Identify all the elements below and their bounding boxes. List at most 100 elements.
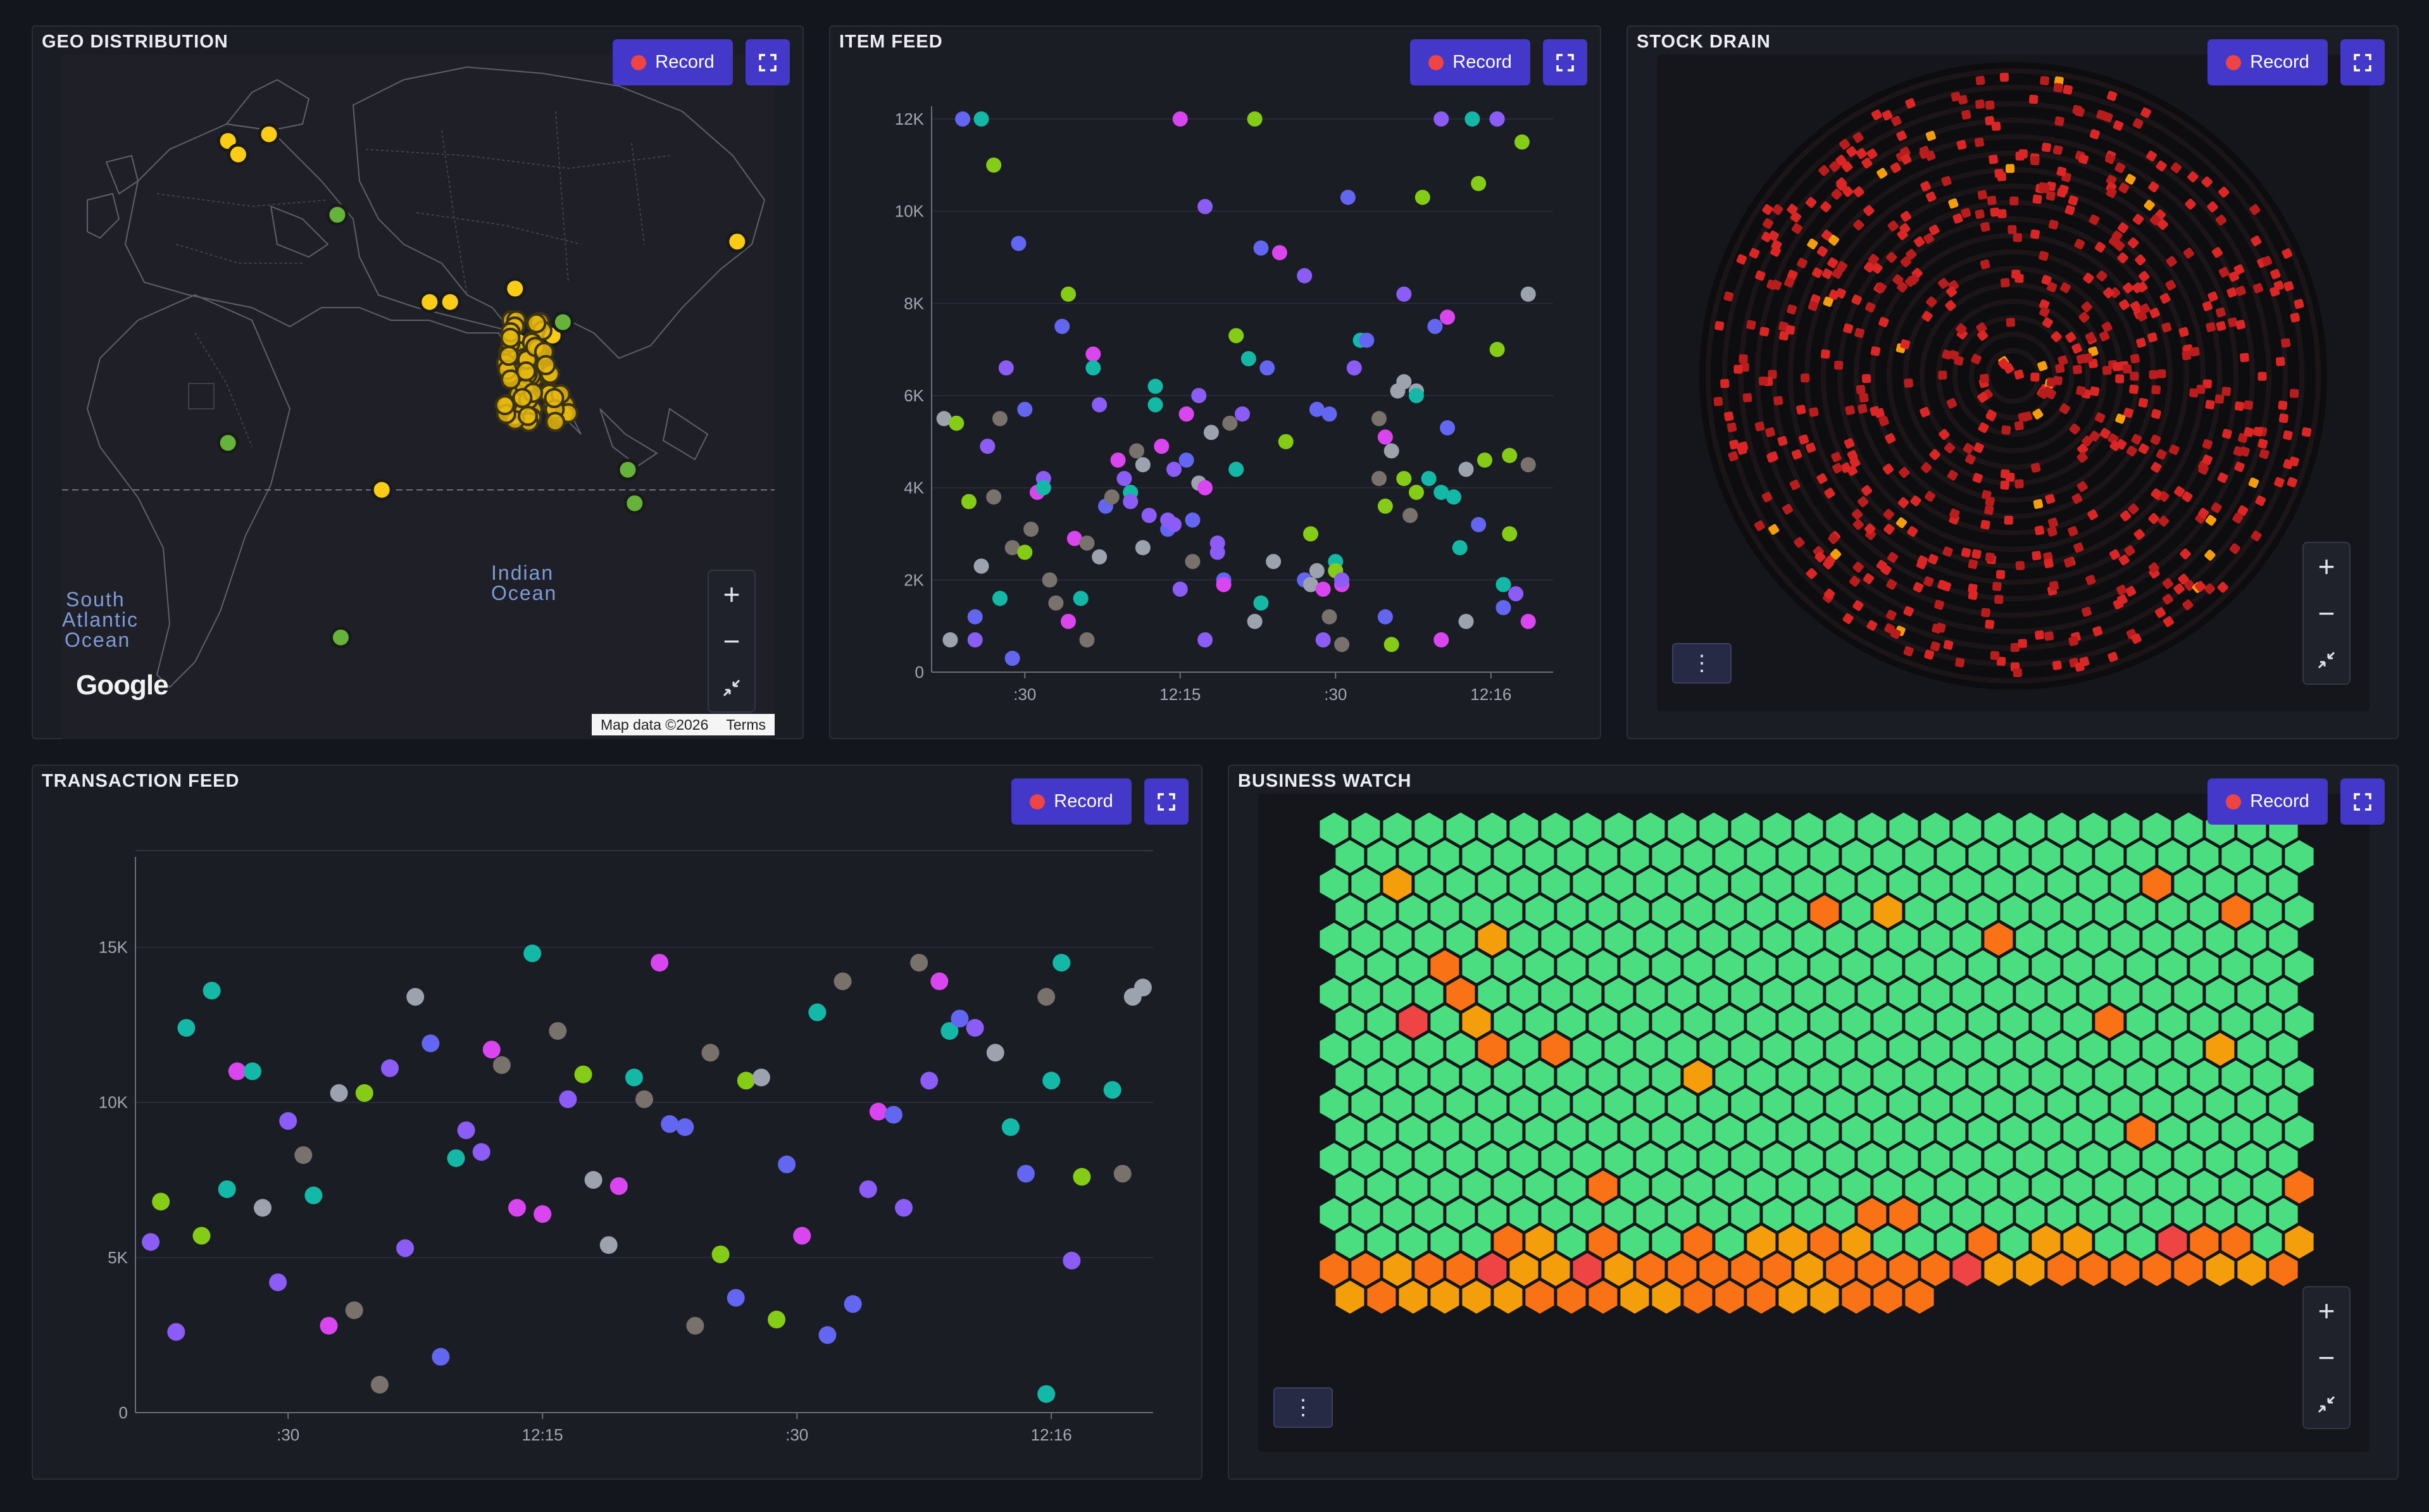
- stock-item[interactable]: [2239, 446, 2251, 458]
- data-point[interactable]: [1222, 415, 1238, 431]
- stock-item[interactable]: [2089, 128, 2101, 140]
- data-point[interactable]: [1042, 1072, 1061, 1090]
- stock-item[interactable]: [2196, 384, 2206, 394]
- stock-item[interactable]: [1845, 405, 1856, 416]
- data-point[interactable]: [1209, 544, 1225, 560]
- stock-item[interactable]: [2257, 439, 2268, 449]
- stock-item[interactable]: [2056, 166, 2067, 177]
- stock-item[interactable]: [2014, 479, 2024, 489]
- stock-item[interactable]: [2143, 199, 2156, 211]
- data-point[interactable]: [661, 1115, 679, 1134]
- stock-item[interactable]: [2117, 222, 2130, 234]
- data-point[interactable]: [142, 1233, 160, 1251]
- stock-item[interactable]: [2042, 386, 2054, 397]
- data-point[interactable]: [1477, 452, 1492, 468]
- stock-item[interactable]: [2221, 387, 2231, 396]
- stock-item[interactable]: [1999, 72, 2009, 82]
- data-point[interactable]: [1334, 572, 1350, 588]
- stock-item[interactable]: [2161, 322, 2173, 333]
- stock-item[interactable]: [2046, 281, 2057, 292]
- stock-item[interactable]: [2063, 557, 2075, 568]
- stock-item[interactable]: [1791, 222, 1803, 234]
- stock-item[interactable]: [1852, 518, 1864, 531]
- stock-item[interactable]: [2045, 494, 2056, 504]
- data-point[interactable]: [967, 632, 983, 648]
- stock-item[interactable]: [2287, 477, 2298, 488]
- stock-item[interactable]: [1952, 213, 1964, 224]
- stock-item[interactable]: [2179, 547, 2192, 560]
- data-point[interactable]: [1123, 494, 1139, 509]
- data-point[interactable]: [635, 1090, 653, 1108]
- stock-item[interactable]: [1955, 658, 1965, 668]
- stock-item[interactable]: [2140, 107, 2152, 119]
- stock-item[interactable]: [2130, 300, 2142, 312]
- stock-item[interactable]: [2129, 384, 2139, 394]
- stock-item[interactable]: [2089, 430, 2101, 442]
- data-point[interactable]: [1004, 651, 1020, 666]
- stock-item[interactable]: [2052, 660, 2062, 670]
- stock-item[interactable]: [2127, 237, 2140, 249]
- stock-item[interactable]: [2033, 499, 2044, 509]
- stock-item[interactable]: [2270, 268, 2281, 280]
- data-point[interactable]: [1440, 420, 1456, 435]
- stock-item[interactable]: [2156, 449, 2168, 461]
- zoom-in-button[interactable]: +: [2318, 1294, 2335, 1327]
- data-point[interactable]: [1178, 406, 1194, 422]
- stock-item[interactable]: [1976, 391, 1989, 404]
- data-point[interactable]: [992, 590, 1008, 606]
- stock-item[interactable]: [2044, 631, 2054, 641]
- stock-item[interactable]: [1845, 146, 1858, 158]
- data-point[interactable]: [1073, 590, 1089, 606]
- stock-item[interactable]: [1856, 147, 1868, 159]
- options-menu-button[interactable]: ⋮: [1672, 643, 1732, 684]
- data-point[interactable]: [834, 972, 852, 990]
- hex-cell[interactable]: [1396, 1277, 1431, 1318]
- data-point[interactable]: [1166, 461, 1182, 477]
- stock-item[interactable]: [1713, 396, 1723, 406]
- stock-item[interactable]: [1830, 451, 1842, 463]
- stock-item[interactable]: [2281, 247, 2293, 259]
- data-point[interactable]: [1247, 111, 1263, 127]
- data-point[interactable]: [1371, 411, 1387, 427]
- stock-item[interactable]: [1823, 296, 1834, 308]
- data-point[interactable]: [304, 1186, 323, 1204]
- stock-item[interactable]: [1903, 606, 1914, 617]
- stock-item[interactable]: [1883, 523, 1895, 535]
- stock-item[interactable]: [2237, 504, 2249, 516]
- stock-item[interactable]: [1754, 421, 1765, 432]
- data-point[interactable]: [1079, 535, 1095, 551]
- stock-item[interactable]: [2250, 530, 2262, 542]
- stock-item[interactable]: [2207, 291, 2218, 303]
- stock-item[interactable]: [1808, 301, 1819, 312]
- stock-item[interactable]: [2089, 214, 2101, 226]
- data-point[interactable]: [778, 1155, 796, 1173]
- stock-item[interactable]: [2173, 583, 2185, 596]
- stock-item[interactable]: [2147, 561, 2160, 574]
- stock-item[interactable]: [1963, 442, 1975, 454]
- stock-item[interactable]: [2014, 421, 2025, 431]
- stock-item[interactable]: [2163, 616, 2175, 628]
- stock-item[interactable]: [2244, 427, 2254, 437]
- data-point[interactable]: [1073, 1168, 1091, 1186]
- stock-item[interactable]: [2118, 299, 2130, 311]
- hex-cell[interactable]: [1364, 1277, 1399, 1318]
- stock-item[interactable]: [2071, 342, 2082, 354]
- stock-item[interactable]: [1961, 208, 1971, 218]
- stock-item[interactable]: [1875, 282, 1887, 294]
- stock-item[interactable]: [1890, 161, 1902, 173]
- stock-item[interactable]: [1928, 224, 1940, 236]
- stock-item[interactable]: [2253, 427, 2264, 437]
- data-point[interactable]: [345, 1301, 363, 1320]
- stock-item[interactable]: [1768, 523, 1780, 535]
- stock-item[interactable]: [2182, 599, 2194, 611]
- stock-item[interactable]: [1890, 115, 1902, 127]
- data-point[interactable]: [986, 489, 1002, 505]
- stock-item[interactable]: [1833, 360, 1844, 370]
- stock-item[interactable]: [2030, 372, 2040, 382]
- hex-cell[interactable]: [1775, 1277, 1811, 1318]
- map-marker[interactable]: [498, 346, 519, 366]
- data-point[interactable]: [1377, 498, 1393, 514]
- stock-item[interactable]: [1887, 551, 1899, 563]
- data-point[interactable]: [1297, 268, 1313, 284]
- data-point[interactable]: [973, 111, 989, 127]
